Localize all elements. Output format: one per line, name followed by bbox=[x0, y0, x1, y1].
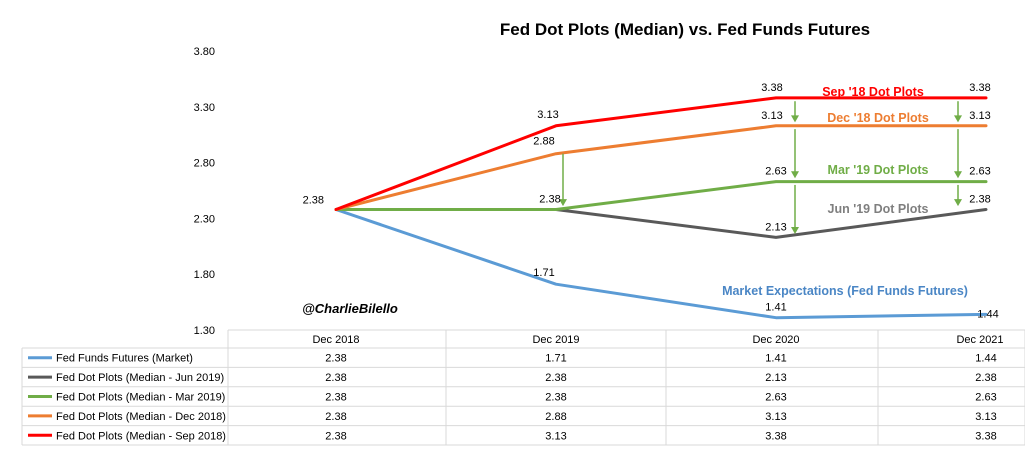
y-tick-label: 1.80 bbox=[194, 269, 215, 281]
data-label: 2.63 bbox=[765, 166, 786, 178]
table-cell: 2.38 bbox=[545, 392, 566, 404]
data-label: 1.71 bbox=[533, 267, 554, 279]
y-tick-label: 3.80 bbox=[194, 46, 215, 58]
series-annotation: Dec '18 Dot Plots bbox=[827, 111, 929, 125]
shift-arrow bbox=[954, 129, 962, 179]
series-line bbox=[334, 180, 988, 211]
series-line bbox=[334, 124, 988, 211]
data-label: 1.44 bbox=[977, 308, 998, 320]
table-header-cell: Dec 2019 bbox=[532, 334, 579, 346]
table-cell: 1.71 bbox=[545, 353, 566, 365]
table-cell: 2.38 bbox=[325, 353, 346, 365]
series-annotation: Market Expectations (Fed Funds Futures) bbox=[722, 284, 968, 298]
table-cell: 2.63 bbox=[765, 392, 786, 404]
table-cell: 2.38 bbox=[325, 372, 346, 384]
legend-entry: Fed Dot Plots (Median - Sep 2018) bbox=[56, 430, 226, 442]
data-label: 3.38 bbox=[969, 82, 990, 94]
series-line bbox=[334, 208, 988, 320]
table-cell: 2.38 bbox=[325, 392, 346, 404]
data-label: 2.88 bbox=[533, 136, 554, 148]
data-label: 3.13 bbox=[761, 110, 782, 122]
data-label: 2.38 bbox=[969, 193, 990, 205]
shift-arrow bbox=[954, 101, 962, 123]
legend-entry: Fed Dot Plots (Median - Jun 2019) bbox=[56, 372, 224, 384]
table-cell: 1.44 bbox=[975, 353, 996, 365]
chart-title: Fed Dot Plots (Median) vs. Fed Funds Fut… bbox=[500, 20, 870, 39]
data-label: 3.13 bbox=[537, 109, 558, 121]
table-cell: 1.41 bbox=[765, 353, 786, 365]
table-cell: 3.13 bbox=[765, 411, 786, 423]
table-header-cell: Dec 2020 bbox=[752, 334, 799, 346]
shift-arrow bbox=[791, 184, 799, 235]
legend-entry: Fed Funds Futures (Market) bbox=[56, 353, 193, 365]
shift-arrow bbox=[791, 129, 799, 179]
series-annotation: Sep '18 Dot Plots bbox=[822, 85, 924, 99]
table-header-cell: Dec 2021 bbox=[956, 334, 1003, 346]
table-cell: 2.38 bbox=[325, 411, 346, 423]
series-annotation: Jun '19 Dot Plots bbox=[828, 202, 929, 216]
y-tick-label: 3.30 bbox=[194, 102, 215, 114]
legend-entry: Fed Dot Plots (Median - Mar 2019) bbox=[56, 392, 225, 404]
watermark-handle: @CharlieBilello bbox=[302, 301, 398, 316]
shift-arrow bbox=[559, 153, 567, 207]
table-cell: 3.13 bbox=[975, 411, 996, 423]
table-cell: 2.88 bbox=[545, 411, 566, 423]
data-label: 2.63 bbox=[969, 166, 990, 178]
table-cell: 3.38 bbox=[975, 430, 996, 442]
shift-arrow bbox=[954, 184, 962, 207]
table-cell: 3.38 bbox=[765, 430, 786, 442]
table-cell: 2.13 bbox=[765, 372, 786, 384]
data-label: 3.13 bbox=[969, 110, 990, 122]
data-label: 3.38 bbox=[761, 82, 782, 94]
data-label: 1.41 bbox=[765, 302, 786, 314]
shift-arrow bbox=[791, 101, 799, 123]
y-tick-label: 2.80 bbox=[194, 158, 215, 170]
data-label: 2.13 bbox=[765, 221, 786, 233]
table-cell: 3.13 bbox=[545, 430, 566, 442]
y-tick-label: 1.30 bbox=[194, 325, 215, 337]
table-cell: 2.38 bbox=[325, 430, 346, 442]
data-label: 2.38 bbox=[539, 193, 560, 205]
table-cell: 2.38 bbox=[545, 372, 566, 384]
legend-entry: Fed Dot Plots (Median - Dec 2018) bbox=[56, 411, 226, 423]
y-tick-label: 2.30 bbox=[194, 213, 215, 225]
table-cell: 2.38 bbox=[975, 372, 996, 384]
series-annotation: Mar '19 Dot Plots bbox=[828, 163, 929, 177]
table-cell: 2.63 bbox=[975, 392, 996, 404]
data-label: 2.38 bbox=[303, 194, 324, 206]
table-header-cell: Dec 2018 bbox=[312, 334, 359, 346]
series-line bbox=[334, 96, 988, 211]
